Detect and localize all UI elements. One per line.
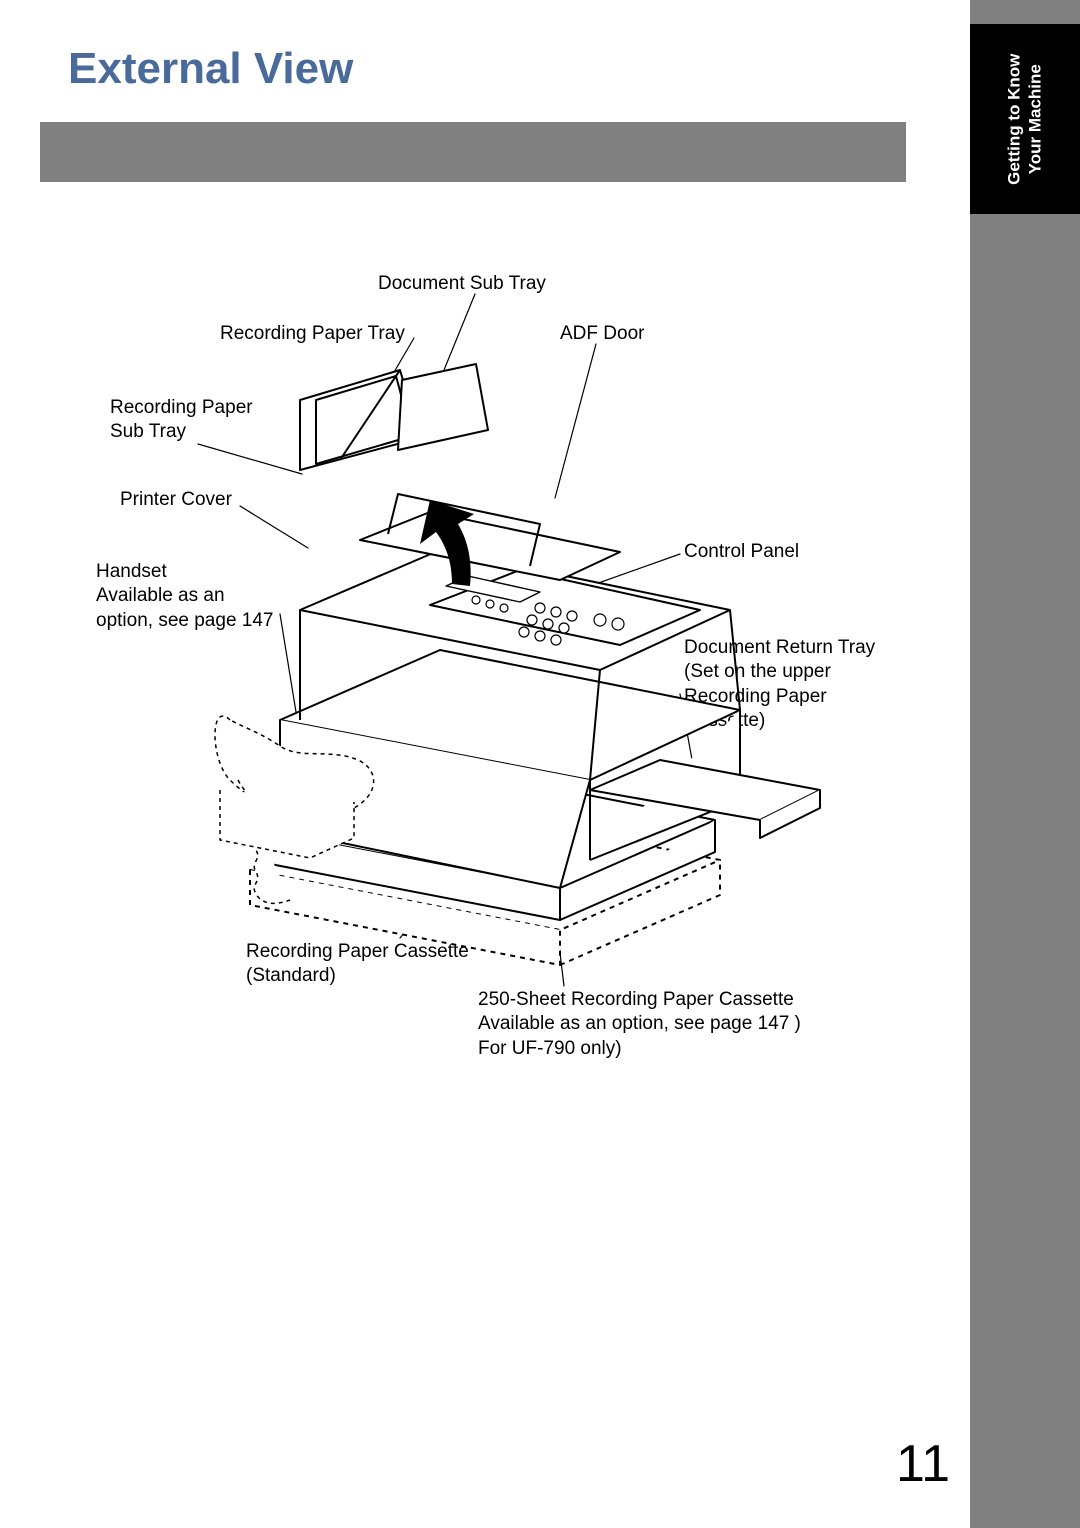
fax-machine-diagram bbox=[0, 0, 1080, 1060]
diagram-svg bbox=[0, 0, 1080, 1060]
page: Getting to Know Your Machine External Vi… bbox=[0, 0, 1080, 1528]
page-number: 11 bbox=[896, 1434, 950, 1494]
